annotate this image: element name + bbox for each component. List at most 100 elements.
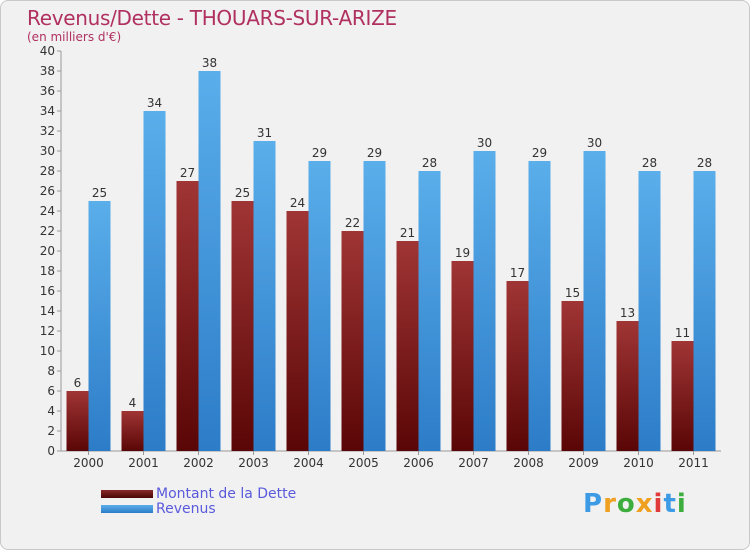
bar-revenus-2003 — [253, 141, 276, 451]
y-tick-label: 36 — [40, 84, 55, 98]
bar-debt-2006 — [396, 241, 419, 451]
chart-bars — [66, 71, 716, 451]
x-tick-label: 2008 — [513, 456, 544, 470]
bar-debt-2005 — [341, 231, 364, 451]
data-label-debt-2011: 11 — [675, 326, 690, 340]
data-label-revenus-2011: 28 — [697, 156, 712, 170]
bar-revenus-2008 — [528, 161, 551, 451]
x-tick-label: 2004 — [293, 456, 324, 470]
data-label-revenus-2004: 29 — [312, 146, 327, 160]
x-tick-label: 2002 — [183, 456, 214, 470]
y-tick-label: 14 — [40, 304, 55, 318]
y-tick-label: 30 — [40, 144, 55, 158]
bar-revenus-2005 — [363, 161, 386, 451]
bar-debt-2002 — [176, 181, 199, 451]
legend-label-debt: Montant de la Dette — [156, 486, 297, 502]
chart-title: Revenus/Dette - THOUARS-SUR-ARIZE — [27, 6, 397, 30]
data-label-revenus-2001: 34 — [147, 96, 162, 110]
data-label-debt-2005: 22 — [345, 216, 360, 230]
data-label-debt-2002: 27 — [180, 166, 195, 180]
y-tick-label: 40 — [40, 44, 55, 58]
y-tick-label: 12 — [40, 324, 55, 338]
bar-debt-2000 — [66, 391, 89, 451]
x-tick-label: 2011 — [678, 456, 709, 470]
legend-swatch-revenus — [101, 505, 153, 513]
x-tick-label: 2005 — [348, 456, 379, 470]
data-label-debt-2009: 15 — [565, 286, 580, 300]
y-tick-label: 6 — [47, 384, 55, 398]
bar-revenus-2010 — [638, 171, 661, 451]
y-tick-label: 20 — [40, 244, 55, 258]
y-tick-label: 28 — [40, 164, 55, 178]
bar-revenus-2006 — [418, 171, 441, 451]
data-label-revenus-2009: 30 — [587, 136, 602, 150]
x-tick-label: 2001 — [128, 456, 159, 470]
x-tick-label: 2003 — [238, 456, 269, 470]
bar-debt-2008 — [506, 281, 529, 451]
bar-debt-2007 — [451, 261, 474, 451]
bar-debt-2009 — [561, 301, 584, 451]
data-label-debt-2003: 25 — [235, 186, 250, 200]
proxiti-logo: Proxiti — [583, 489, 687, 519]
data-label-debt-2004: 24 — [290, 196, 305, 210]
data-label-revenus-2008: 29 — [532, 146, 547, 160]
bar-revenus-2002 — [198, 71, 221, 451]
x-tick-label: 2007 — [458, 456, 489, 470]
chart-axes: 0246810121416182022242628303234363840200… — [40, 44, 721, 470]
y-tick-label: 2 — [47, 424, 55, 438]
x-tick-label: 2000 — [73, 456, 104, 470]
logo-letter-4: x — [635, 489, 654, 519]
bar-debt-2004 — [286, 211, 309, 451]
bar-revenus-2007 — [473, 151, 496, 451]
bar-revenus-2009 — [583, 151, 606, 451]
y-tick-label: 8 — [47, 364, 55, 378]
bar-debt-2011 — [671, 341, 694, 451]
x-tick-label: 2010 — [623, 456, 654, 470]
data-label-revenus-2010: 28 — [642, 156, 657, 170]
logo-letter-2: r — [603, 489, 617, 519]
data-label-debt-2006: 21 — [400, 226, 415, 240]
legend-label-revenus: Revenus — [156, 501, 216, 517]
y-tick-label: 16 — [40, 284, 55, 298]
data-label-revenus-2003: 31 — [257, 126, 272, 140]
chart-subtitle: (en milliers d'€) — [27, 30, 122, 44]
logo-letter-3: o — [616, 489, 636, 519]
bar-debt-2001 — [121, 411, 144, 451]
y-tick-label: 32 — [40, 124, 55, 138]
y-tick-label: 34 — [40, 104, 55, 118]
bar-revenus-2000 — [88, 201, 111, 451]
data-label-debt-2010: 13 — [620, 306, 635, 320]
data-label-revenus-2002: 38 — [202, 56, 217, 70]
bar-debt-2010 — [616, 321, 639, 451]
y-tick-label: 22 — [40, 224, 55, 238]
data-label-revenus-2005: 29 — [367, 146, 382, 160]
data-label-debt-2000: 6 — [74, 376, 82, 390]
logo-letter-5: i — [653, 489, 664, 519]
y-tick-label: 26 — [40, 184, 55, 198]
bar-debt-2003 — [231, 201, 254, 451]
data-label-revenus-2007: 30 — [477, 136, 492, 150]
data-label-debt-2001: 4 — [129, 396, 137, 410]
legend-swatch-debt — [101, 490, 153, 498]
logo-letter-7: i — [676, 489, 687, 519]
data-label-revenus-2000: 25 — [92, 186, 107, 200]
logo-letter-1: P — [583, 489, 604, 519]
x-tick-label: 2009 — [568, 456, 599, 470]
y-tick-label: 10 — [40, 344, 55, 358]
y-tick-label: 0 — [47, 444, 55, 458]
chart-labels: 6 25 4 34 27 38 25 31 24 29 22 29 21 28 19 30 17 29 15 30 13… — [74, 56, 712, 410]
bar-revenus-2001 — [143, 111, 166, 451]
y-tick-label: 38 — [40, 64, 55, 78]
y-tick-label: 18 — [40, 264, 55, 278]
data-label-revenus-2006: 28 — [422, 156, 437, 170]
bar-revenus-2011 — [693, 171, 716, 451]
data-label-debt-2008: 17 — [510, 266, 525, 280]
x-tick-label: 2006 — [403, 456, 434, 470]
y-tick-label: 4 — [47, 404, 55, 418]
y-tick-label: 24 — [40, 204, 55, 218]
data-label-debt-2007: 19 — [455, 246, 470, 260]
bar-revenus-2004 — [308, 161, 331, 451]
logo-letter-6: t — [663, 489, 677, 519]
